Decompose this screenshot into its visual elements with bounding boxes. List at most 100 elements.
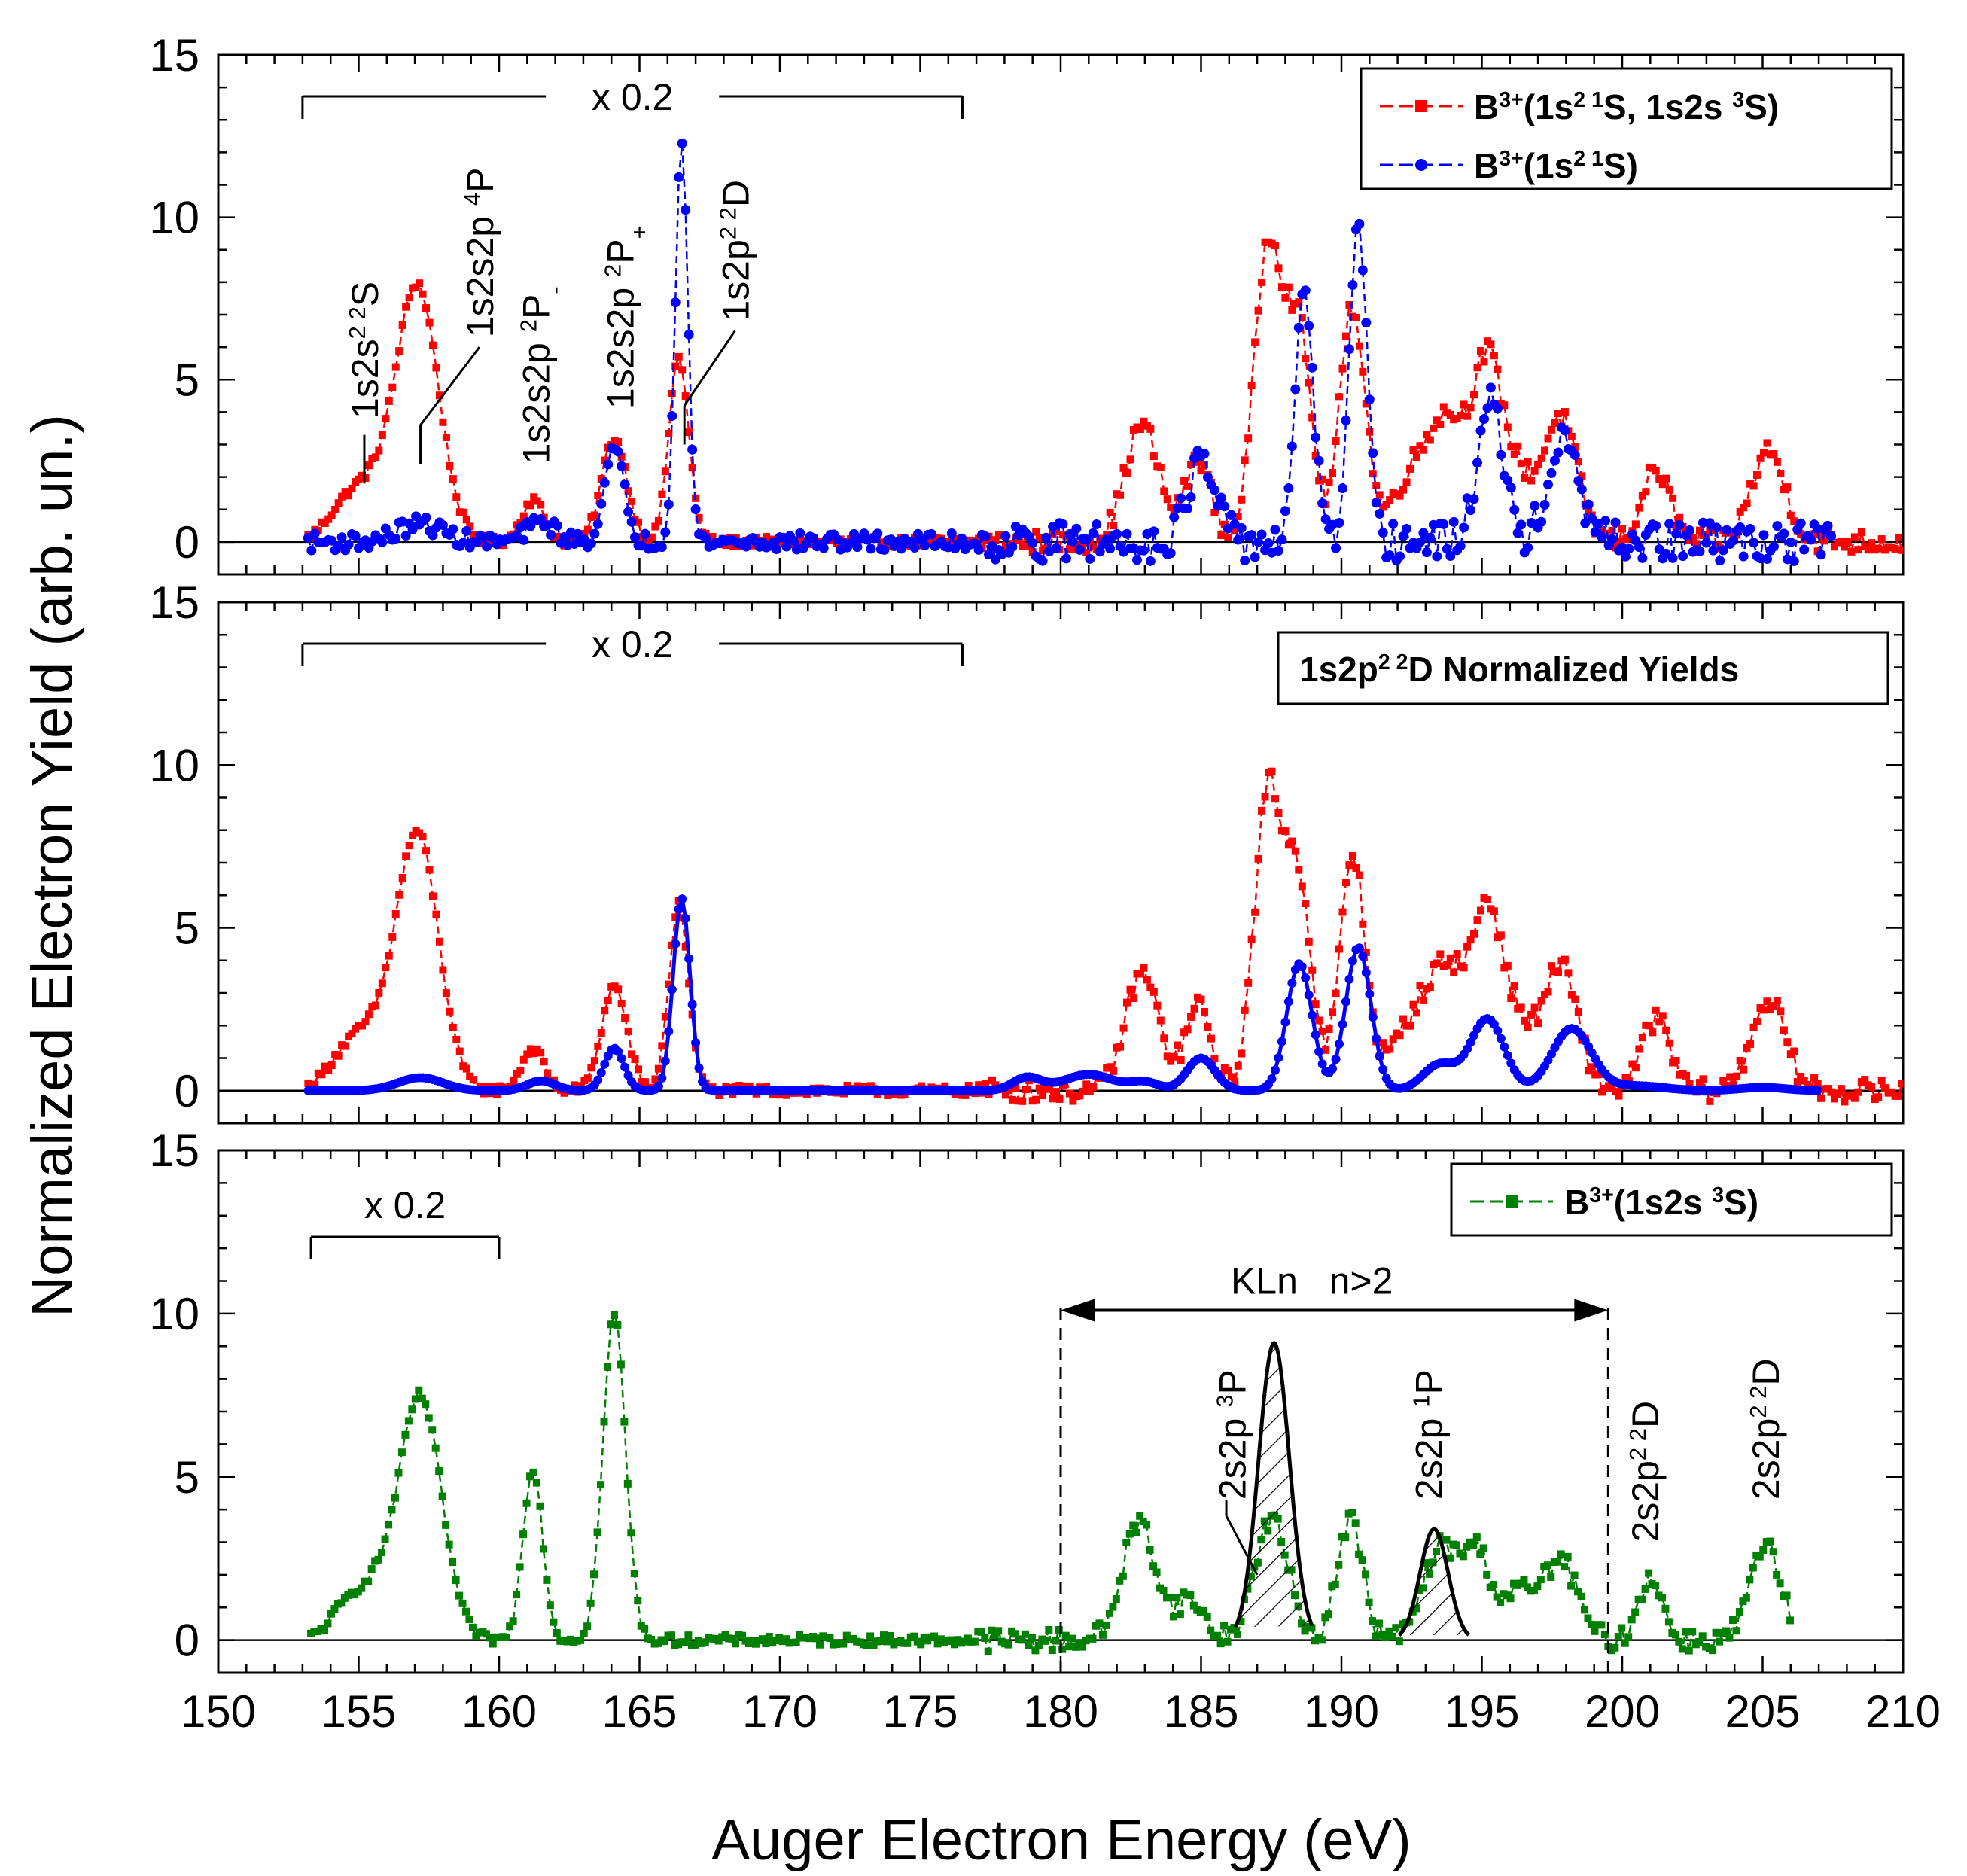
- data-point: [462, 516, 470, 524]
- data-point: [394, 1469, 403, 1477]
- data-point: [1527, 1010, 1536, 1019]
- data-point: [749, 541, 757, 550]
- data-point: [1035, 1084, 1043, 1092]
- data-point: [1506, 1594, 1515, 1603]
- data-point: [1146, 983, 1155, 991]
- data-point: [647, 1636, 656, 1644]
- data-point: [1337, 483, 1347, 494]
- scale-bar-gap: [546, 74, 720, 119]
- data-point: [1651, 520, 1661, 531]
- annotation-leader: [1225, 1515, 1259, 1576]
- data-point: [1587, 1620, 1595, 1628]
- data-point: [620, 479, 630, 489]
- data-point: [1076, 1092, 1084, 1100]
- data-point: [1610, 517, 1621, 528]
- data-point: [1521, 1016, 1529, 1025]
- data-point: [991, 536, 1000, 544]
- data-point: [1695, 1637, 1704, 1646]
- data-point: [1001, 1091, 1009, 1099]
- data-point: [1652, 467, 1660, 475]
- data-point: [1200, 460, 1208, 468]
- data-point: [1753, 1017, 1761, 1025]
- data-point: [1503, 475, 1513, 486]
- data-point: [553, 1628, 561, 1637]
- data-point: [1092, 519, 1102, 529]
- x-tick-label: 190: [1304, 1686, 1379, 1737]
- data-point: [1576, 484, 1587, 495]
- data-point: [863, 1641, 871, 1649]
- range-arrow-head-left: [1061, 1299, 1095, 1322]
- data-point: [1453, 950, 1461, 958]
- y-tick-label: 0: [175, 1066, 199, 1116]
- data-point: [1086, 1087, 1094, 1095]
- data-point: [988, 1076, 996, 1084]
- data-point: [1364, 394, 1375, 405]
- data-point: [1463, 1543, 1471, 1551]
- data-point: [1523, 542, 1533, 553]
- x-tick-label: 195: [1444, 1686, 1519, 1737]
- data-point: [1357, 265, 1368, 276]
- data-point: [432, 910, 440, 918]
- data-point: [792, 1638, 800, 1646]
- data-point: [1822, 520, 1833, 531]
- data-point: [1281, 294, 1290, 302]
- data-point: [336, 532, 347, 543]
- data-point: [1530, 1587, 1538, 1595]
- data-point: [1510, 982, 1518, 991]
- data-point: [1372, 1632, 1380, 1640]
- data-point: [1460, 400, 1468, 409]
- data-point: [327, 1610, 335, 1618]
- data-point: [1759, 1546, 1768, 1554]
- data-point: [684, 954, 694, 964]
- data-point: [1534, 460, 1542, 468]
- data-point: [973, 544, 984, 555]
- data-point: [1131, 555, 1142, 565]
- data-point: [1473, 916, 1481, 924]
- data-point: [1372, 1034, 1381, 1043]
- data-point: [1658, 1012, 1667, 1020]
- data-point: [1561, 955, 1569, 964]
- data-point: [765, 1633, 773, 1641]
- data-point: [1302, 355, 1310, 363]
- data-point: [1743, 499, 1751, 507]
- data-point: [1233, 1630, 1241, 1638]
- data-point: [1058, 519, 1068, 529]
- data-point: [550, 1618, 558, 1626]
- data-point: [1820, 537, 1828, 545]
- data-point: [439, 966, 447, 974]
- data-point: [502, 1633, 510, 1641]
- data-point: [1635, 1045, 1643, 1053]
- data-point: [1800, 1077, 1808, 1085]
- data-point: [1694, 546, 1705, 556]
- fitted-peak-label: 2s2p 1P: [1408, 1369, 1451, 1500]
- data-point: [1783, 483, 1792, 492]
- data-point: [1436, 420, 1445, 428]
- data-point: [530, 493, 538, 501]
- data-point: [1777, 1007, 1785, 1016]
- data-point: [684, 1631, 693, 1640]
- data-point: [1662, 1026, 1670, 1034]
- y-tick-label: 5: [175, 903, 199, 954]
- scale-bar-label: x 0.2: [592, 76, 673, 118]
- data-point: [1344, 974, 1354, 984]
- data-point: [1682, 1628, 1690, 1636]
- data-point: [1176, 1610, 1184, 1619]
- data-point: [603, 1363, 611, 1371]
- data-point: [1409, 446, 1417, 455]
- data-point: [1219, 501, 1230, 512]
- data-point: [1773, 458, 1781, 466]
- data-point: [628, 1050, 636, 1058]
- data-point: [1046, 1085, 1054, 1093]
- data-point: [1308, 966, 1317, 974]
- data-point: [695, 513, 703, 522]
- data-point: [1469, 1541, 1478, 1549]
- data-point: [1280, 1017, 1290, 1027]
- data-point: [385, 1521, 393, 1529]
- data-point: [382, 964, 390, 972]
- data-point: [1834, 1090, 1842, 1098]
- data-point: [1304, 321, 1314, 331]
- data-point: [435, 391, 443, 400]
- data-point: [1112, 1594, 1120, 1603]
- data-point: [1079, 1643, 1087, 1651]
- data-point: [1749, 1023, 1758, 1031]
